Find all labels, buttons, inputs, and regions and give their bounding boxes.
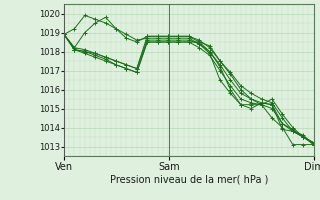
X-axis label: Pression niveau de la mer( hPa ): Pression niveau de la mer( hPa ) — [110, 174, 268, 184]
